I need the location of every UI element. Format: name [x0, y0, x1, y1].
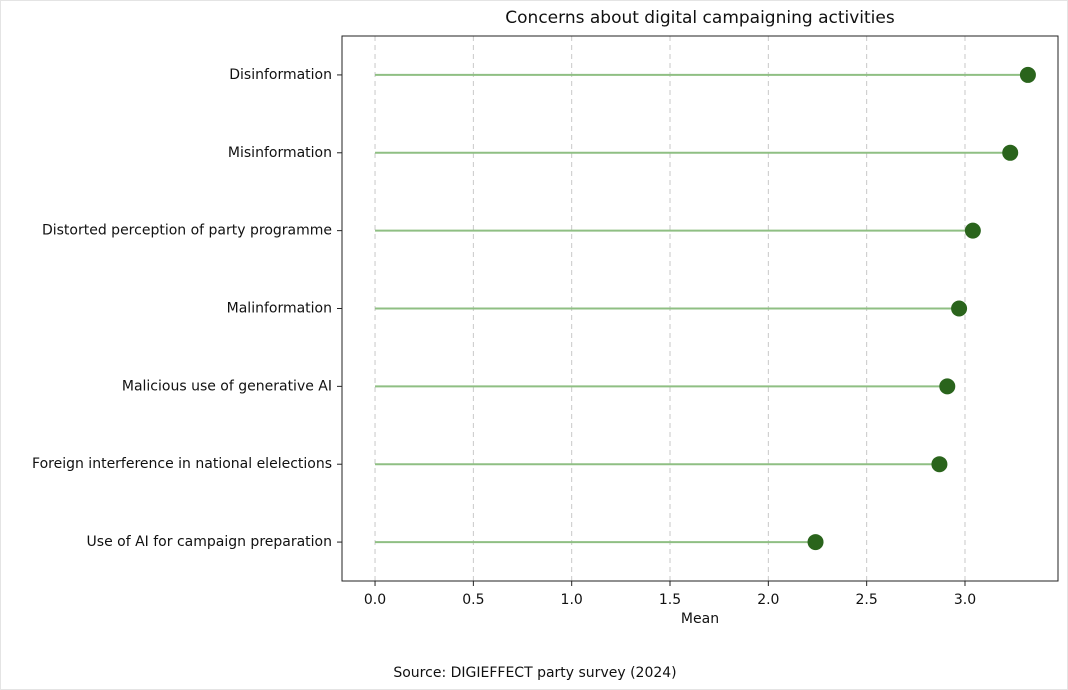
chart-title: Concerns about digital campaigning activ… [505, 8, 895, 28]
y-tick-label: Use of AI for campaign preparation [87, 534, 332, 550]
y-tick-label: Distorted perception of party programme [42, 223, 332, 239]
dot [951, 300, 968, 317]
x-tick-label: 2.0 [757, 592, 779, 608]
x-tick-label: 0.5 [462, 592, 484, 608]
x-tick-label: 2.5 [856, 592, 878, 608]
y-tick-label: Disinformation [229, 67, 332, 83]
x-tick-label: 3.0 [954, 592, 976, 608]
y-tick-label: Misinformation [228, 145, 332, 161]
dot [939, 378, 956, 395]
x-tick-label: 1.5 [659, 592, 681, 608]
y-tick-label: Malicious use of generative AI [122, 378, 332, 394]
source-note: Source: DIGIEFFECT party survey (2024) [393, 665, 676, 681]
dot [1019, 66, 1036, 83]
y-tick-label: Malinformation [227, 301, 332, 317]
x-tick-label: 0.0 [364, 592, 386, 608]
x-axis-label: Mean [681, 611, 719, 627]
dot [964, 222, 981, 239]
dot [1002, 144, 1019, 161]
dot [931, 456, 948, 473]
x-tick-label: 1.0 [561, 592, 583, 608]
y-tick-label: Foreign interference in national elelect… [32, 456, 332, 472]
dot [807, 534, 824, 551]
